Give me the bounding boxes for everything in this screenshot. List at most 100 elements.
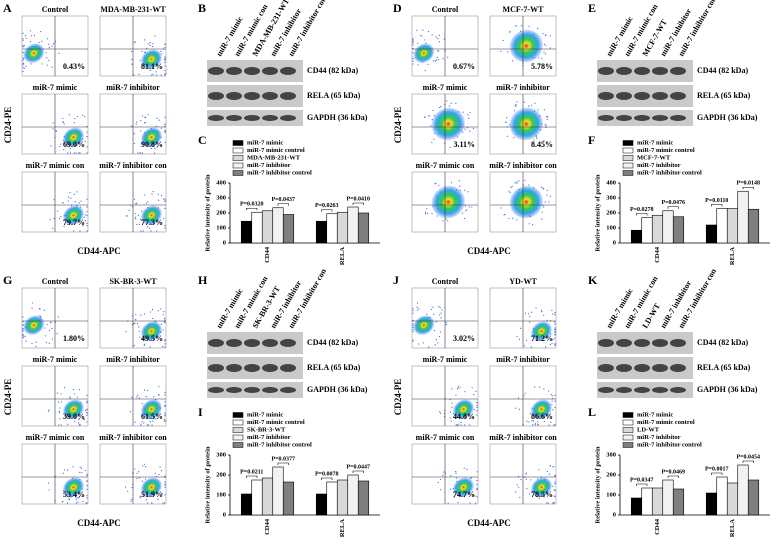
event-dot <box>525 478 527 480</box>
event-dot <box>471 206 473 208</box>
event-dot <box>137 152 139 154</box>
event-dot <box>152 191 154 193</box>
event-dot <box>417 64 419 66</box>
event-dot <box>79 471 81 473</box>
legend-swatch <box>622 140 634 146</box>
blot-band <box>262 364 278 372</box>
plot-title: miR-7 inhibitor con <box>99 433 167 442</box>
event-dot <box>455 394 457 396</box>
event-dot <box>534 102 536 104</box>
event-dot <box>86 230 88 232</box>
event-dot <box>451 406 453 408</box>
event-dot <box>83 216 85 218</box>
event-dot <box>62 117 64 120</box>
event-dot <box>511 60 514 62</box>
event-dot <box>512 217 514 219</box>
event-dot <box>39 307 41 310</box>
event-dot <box>426 208 428 210</box>
event-dot <box>467 191 469 193</box>
event-dot <box>433 313 435 315</box>
legend-label: miR-7 inhibitor control <box>247 441 312 448</box>
event-dot <box>434 344 436 346</box>
event-dot <box>164 394 166 396</box>
blot-band <box>634 92 650 100</box>
event-dot <box>416 302 419 304</box>
bar <box>747 208 760 244</box>
event-dot <box>424 70 426 72</box>
bar <box>726 482 739 516</box>
event-dot <box>502 39 504 41</box>
event-dot <box>74 201 76 203</box>
event-dot <box>554 323 556 325</box>
event-dot <box>554 400 556 402</box>
event-dot <box>41 40 43 42</box>
event-dot <box>86 225 88 227</box>
event-dot <box>69 397 71 399</box>
event-dot <box>134 41 136 43</box>
y-axis-label: CD24-PE <box>393 379 403 416</box>
event-dot <box>22 38 24 40</box>
event-dot <box>508 217 510 220</box>
blot-band <box>262 115 278 121</box>
event-dot <box>448 105 451 107</box>
legend-label: miR-7 mimic control <box>247 419 305 426</box>
gate-percent: 74.7% <box>453 490 475 499</box>
event-dot <box>538 57 540 59</box>
gate-percent: 71.2% <box>531 334 553 343</box>
band-label: RELA (65 kDa) <box>307 363 361 372</box>
event-dot <box>432 109 434 112</box>
event-dot <box>508 190 510 192</box>
gate-percent: 49.5% <box>141 334 163 343</box>
event-dot <box>31 307 33 309</box>
event-dot <box>136 223 138 226</box>
event-dot <box>50 321 52 323</box>
p-value: P=0.0148 <box>736 181 760 187</box>
event-dot <box>22 329 24 331</box>
bar <box>672 488 685 516</box>
blot-band <box>616 387 632 393</box>
band-label: GAPDH (36 kDa) <box>307 385 368 394</box>
significance-bracket <box>246 207 258 211</box>
bar <box>336 479 349 516</box>
event-dot <box>418 308 420 310</box>
event-dot <box>58 401 60 403</box>
event-dot <box>84 220 87 222</box>
blot-band <box>208 339 224 347</box>
event-dot <box>547 116 549 118</box>
event-dot <box>548 201 550 203</box>
gate-percent: 0.67% <box>453 62 475 71</box>
event-dot <box>546 319 548 321</box>
event-dot <box>470 417 472 419</box>
event-dot <box>146 226 149 228</box>
y-tick-label: 300 <box>606 451 616 458</box>
event-dot <box>464 128 466 130</box>
event-dot <box>158 199 160 201</box>
event-dot <box>139 477 141 479</box>
event-dot <box>74 118 76 120</box>
event-dot <box>547 390 550 392</box>
event-dot <box>468 206 470 208</box>
event-dot <box>424 39 426 41</box>
significance-bracket <box>321 209 333 212</box>
event-dot <box>155 475 157 477</box>
event-dot <box>86 473 88 475</box>
event-dot <box>455 424 457 426</box>
event-dot <box>412 328 414 331</box>
event-dot <box>412 57 414 59</box>
legend-label: MDA-MB-231-WT <box>247 154 301 161</box>
blot-band <box>226 92 242 100</box>
event-dot <box>47 410 49 412</box>
event-dot <box>142 465 144 467</box>
event-dot <box>144 478 146 480</box>
event-dot <box>139 152 142 154</box>
event-dot <box>150 230 152 232</box>
event-dot <box>62 472 64 474</box>
event-dot <box>86 412 88 414</box>
event-dot <box>164 419 166 422</box>
event-dot <box>164 414 166 416</box>
gate-percent: 51.9% <box>141 490 163 499</box>
blot-band <box>652 364 668 372</box>
p-value: P=0.0437 <box>271 197 295 203</box>
event-dot <box>22 324 24 327</box>
legend-swatch <box>232 442 244 448</box>
